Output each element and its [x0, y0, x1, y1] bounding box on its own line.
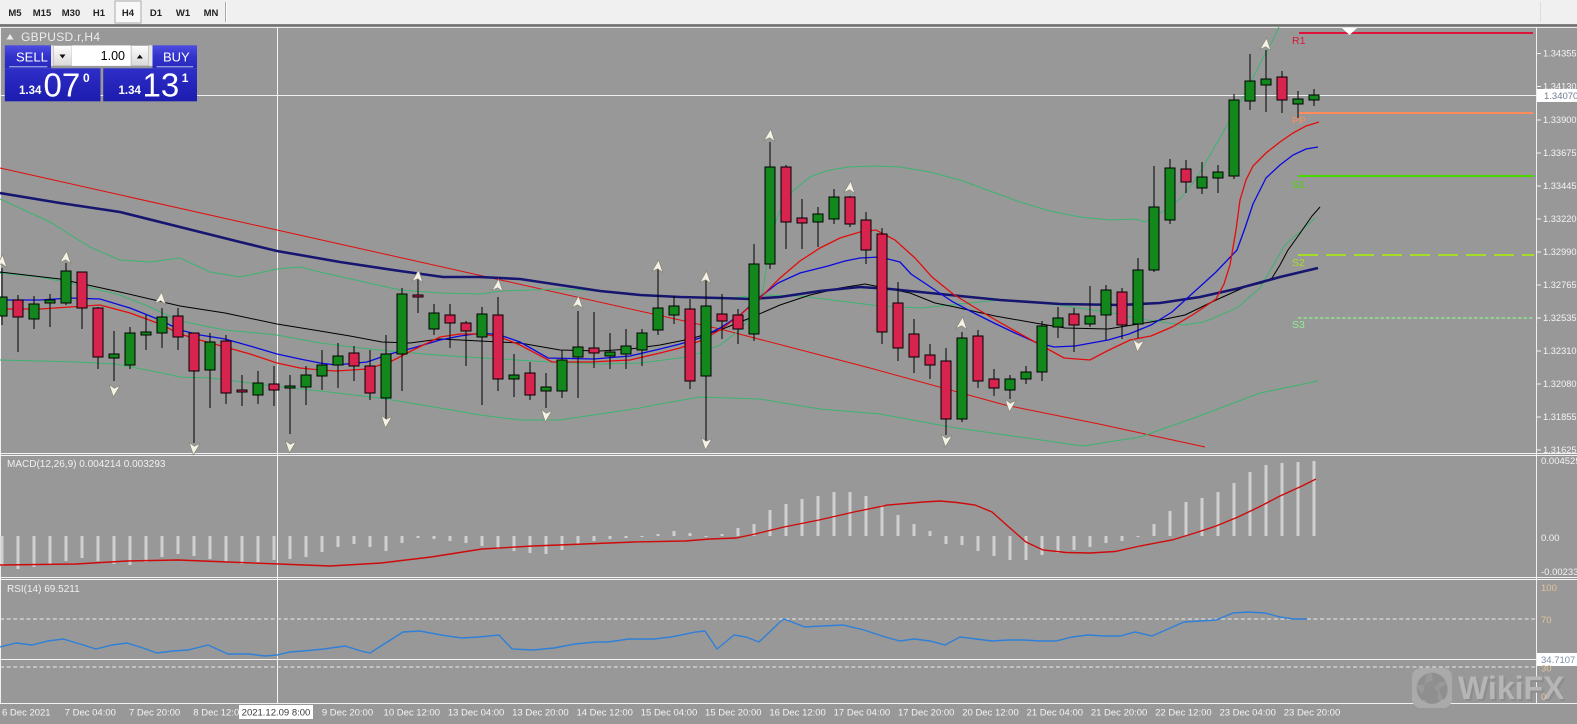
svg-text:1.32535: 1.32535 [1543, 313, 1577, 323]
svg-text:D1: D1 [150, 8, 163, 19]
svg-text:GBPUSD.r,H4: GBPUSD.r,H4 [21, 30, 100, 44]
svg-text:20 Dec 12:00: 20 Dec 12:00 [962, 708, 1019, 719]
svg-text:1.34130: 1.34130 [1543, 82, 1577, 92]
svg-text:13 Dec 04:00: 13 Dec 04:00 [448, 708, 505, 719]
svg-text:7 Dec 04:00: 7 Dec 04:00 [65, 708, 116, 719]
svg-text:S2: S2 [1292, 257, 1305, 269]
svg-text:7 Dec 20:00: 7 Dec 20:00 [129, 708, 180, 719]
svg-text:PP: PP [1292, 115, 1306, 127]
svg-text:MACD(12,26,9) 0.004214 0.00329: MACD(12,26,9) 0.004214 0.003293 [7, 459, 166, 470]
svg-text:1.32310: 1.32310 [1543, 346, 1577, 356]
svg-text:WikiFX: WikiFX [1458, 670, 1565, 706]
svg-text:15 Dec 20:00: 15 Dec 20:00 [705, 708, 762, 719]
svg-text:34.7107: 34.7107 [1541, 655, 1575, 666]
svg-text:M5: M5 [8, 8, 22, 19]
svg-text:WikiFX: WikiFX [1460, 672, 1567, 708]
svg-text:16 Dec 12:00: 16 Dec 12:00 [769, 708, 826, 719]
svg-text:1.31625: 1.31625 [1543, 445, 1577, 455]
svg-text:2021.12.09 8:00: 2021.12.09 8:00 [242, 708, 311, 719]
svg-text:0: 0 [1541, 692, 1546, 703]
svg-text:H1: H1 [93, 8, 106, 19]
svg-text:70: 70 [1541, 615, 1552, 626]
svg-text:1.34: 1.34 [19, 85, 42, 97]
svg-text:17 Dec 20:00: 17 Dec 20:00 [898, 708, 955, 719]
svg-text:0.00: 0.00 [1541, 533, 1560, 544]
svg-text:1.32990: 1.32990 [1543, 247, 1577, 257]
svg-text:0: 0 [83, 71, 90, 85]
svg-text:17 Dec 04:00: 17 Dec 04:00 [834, 708, 891, 719]
svg-text:1.31855: 1.31855 [1543, 412, 1577, 422]
svg-text:10 Dec 12:00: 10 Dec 12:00 [384, 708, 441, 719]
svg-text:W1: W1 [176, 8, 191, 19]
svg-text:M15: M15 [33, 8, 52, 19]
svg-text:1: 1 [182, 71, 189, 85]
svg-text:0.004525: 0.004525 [1541, 456, 1577, 467]
svg-text:RSI(14) 69.5211: RSI(14) 69.5211 [7, 584, 80, 595]
svg-text:22 Dec 12:00: 22 Dec 12:00 [1155, 708, 1212, 719]
svg-text:1.33220: 1.33220 [1543, 214, 1577, 224]
svg-text:1.33675: 1.33675 [1543, 148, 1577, 158]
svg-text:21 Dec 04:00: 21 Dec 04:00 [1027, 708, 1084, 719]
svg-text:1.33900: 1.33900 [1543, 115, 1577, 125]
svg-text:1.33445: 1.33445 [1543, 181, 1577, 191]
svg-text:1.34070: 1.34070 [1544, 91, 1577, 102]
svg-text:1.32765: 1.32765 [1543, 280, 1577, 290]
svg-text:07: 07 [44, 67, 81, 104]
svg-text:9 Dec 20:00: 9 Dec 20:00 [322, 708, 373, 719]
svg-text:SELL: SELL [16, 49, 48, 64]
svg-text:6 Dec 2021: 6 Dec 2021 [2, 708, 51, 719]
svg-text:S1: S1 [1292, 179, 1305, 191]
svg-text:1.34: 1.34 [119, 85, 142, 97]
svg-text:13 Dec 20:00: 13 Dec 20:00 [512, 708, 569, 719]
svg-text:1.32080: 1.32080 [1543, 379, 1577, 389]
svg-text:MN: MN [204, 8, 219, 19]
svg-text:R1: R1 [1292, 35, 1306, 47]
svg-text:8 Dec 12:00: 8 Dec 12:00 [193, 708, 244, 719]
svg-text:H4: H4 [122, 8, 135, 19]
svg-text:15 Dec 04:00: 15 Dec 04:00 [641, 708, 698, 719]
svg-text:S3: S3 [1292, 319, 1305, 331]
svg-text:30: 30 [1541, 664, 1552, 675]
svg-text:14 Dec 12:00: 14 Dec 12:00 [576, 708, 633, 719]
svg-text:1.00: 1.00 [101, 49, 125, 63]
svg-text:13: 13 [143, 67, 180, 104]
svg-text:M30: M30 [62, 8, 80, 19]
svg-text:BUY: BUY [163, 49, 190, 64]
svg-text:23 Dec 20:00: 23 Dec 20:00 [1284, 708, 1341, 719]
svg-text:21 Dec 20:00: 21 Dec 20:00 [1091, 708, 1148, 719]
svg-text:23 Dec 04:00: 23 Dec 04:00 [1219, 708, 1276, 719]
svg-text:1.34355: 1.34355 [1543, 49, 1577, 59]
svg-text:100: 100 [1541, 583, 1557, 594]
